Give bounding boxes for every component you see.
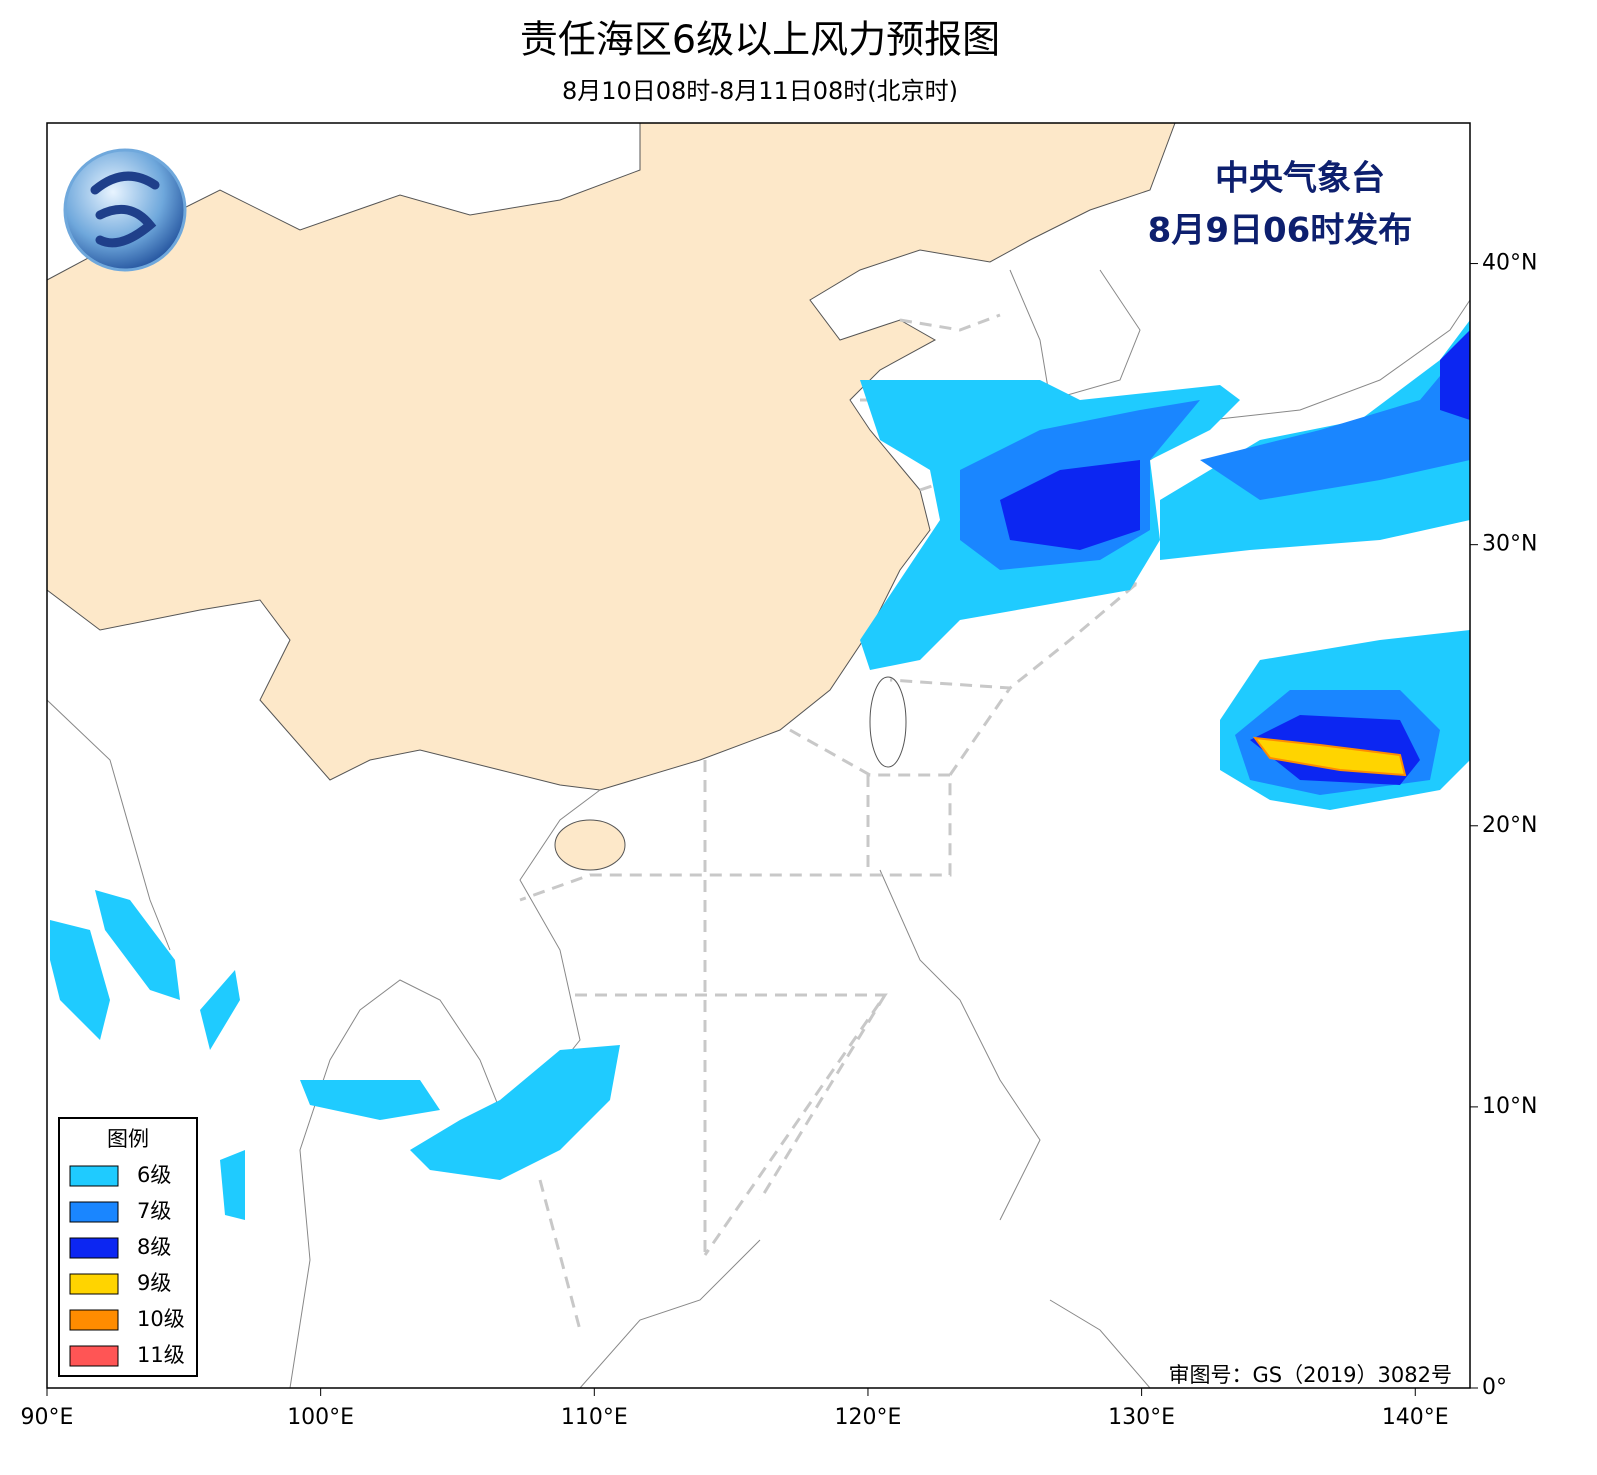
legend-swatch [69, 1165, 119, 1187]
review-number: 审图号：GS（2019）3082号 [1169, 1363, 1453, 1387]
legend-swatch [69, 1309, 119, 1331]
legend-swatch [69, 1237, 119, 1259]
y-tick-label: 30°N [1482, 532, 1537, 557]
legend-label: 11级 [137, 1343, 185, 1367]
legend-label: 9级 [137, 1271, 171, 1295]
legend-swatch [69, 1201, 119, 1223]
legend-label: 6级 [137, 1163, 171, 1187]
x-tick-label: 110°E [561, 1405, 628, 1430]
y-tick-label: 20°N [1482, 813, 1537, 838]
legend: 图例 6级 7级 8级 9级 10级 11级 [58, 1117, 198, 1377]
legend-swatch [69, 1273, 119, 1295]
subtitle: 8月10日08时-8月11日08时(北京时) [562, 77, 958, 105]
legend-label: 8级 [137, 1235, 171, 1259]
issuer-line: 中央气象台 [1215, 159, 1385, 199]
y-tick-label: 0° [1482, 1375, 1507, 1400]
x-tick-label: 90°E [21, 1405, 74, 1430]
title: 责任海区6级以上风力预报图 [520, 18, 1000, 62]
legend-label: 10级 [137, 1307, 185, 1331]
x-tick-label: 140°E [1382, 1405, 1449, 1430]
x-tick-label: 120°E [835, 1405, 902, 1430]
map-frame [46, 122, 1471, 1389]
legend-label: 7级 [137, 1199, 171, 1223]
legend-title: 图例 [107, 1127, 149, 1151]
wind-areas [50, 320, 1470, 1220]
map-area [47, 123, 1470, 1388]
logo [63, 148, 187, 272]
taiwan [869, 676, 907, 768]
hainan [554, 819, 626, 871]
x-tick-label: 100°E [287, 1405, 354, 1430]
y-tick-label: 10°N [1482, 1094, 1537, 1119]
issuer-line: 8月9日06时发布 [1148, 211, 1413, 251]
y-tick-label: 40°N [1482, 251, 1537, 276]
china-land [47, 123, 1176, 791]
legend-swatch [69, 1345, 119, 1367]
x-tick-label: 130°E [1108, 1405, 1175, 1430]
